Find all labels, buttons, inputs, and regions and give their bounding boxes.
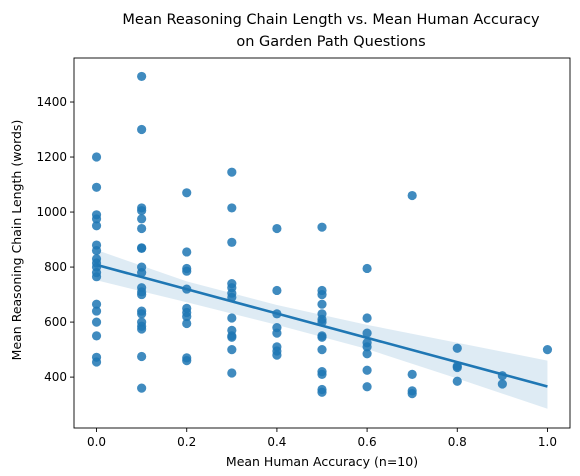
x-tick-label: 0.8 [448,435,467,449]
data-point [272,224,281,233]
data-point [543,345,552,354]
data-point [92,152,101,161]
x-axis-label: Mean Human Accuracy (n=10) [226,454,418,469]
data-point [92,272,101,281]
data-point [137,206,146,215]
data-point [92,306,101,315]
data-point [362,366,371,375]
data-point [137,72,146,81]
y-tick-label: 400 [44,370,67,384]
data-point [227,168,236,177]
x-tick-label: 0.4 [267,435,286,449]
data-point [227,203,236,212]
data-point [317,370,326,379]
data-point [227,333,236,342]
data-point [317,290,326,299]
y-tick-label: 1000 [36,205,67,219]
data-point [362,349,371,358]
data-point [272,351,281,360]
data-point [408,370,417,379]
data-point [317,300,326,309]
data-point [137,324,146,333]
data-point [227,238,236,247]
data-point [362,313,371,322]
data-point [137,309,146,318]
chart-title-line-1: Mean Reasoning Chain Length vs. Mean Hum… [122,12,540,28]
x-tick-label: 0.2 [177,435,196,449]
data-point [137,290,146,299]
data-point [137,384,146,393]
data-point [453,344,462,353]
data-point [317,388,326,397]
data-point [317,333,326,342]
data-point [137,214,146,223]
data-point [137,352,146,361]
data-point [92,317,101,326]
data-point [272,328,281,337]
data-point [362,382,371,391]
y-tick-label: 1400 [36,95,67,109]
data-point [227,368,236,377]
data-point [182,188,191,197]
data-point [92,331,101,340]
data-point [137,224,146,233]
data-point [408,389,417,398]
data-point [92,357,101,366]
x-tick-label: 1.0 [538,435,557,449]
data-point [182,267,191,276]
data-point [137,125,146,134]
x-tick-label: 0.0 [87,435,106,449]
data-point [182,356,191,365]
data-point [408,191,417,200]
y-tick-label: 600 [44,315,67,329]
y-tick-label: 800 [44,260,67,274]
data-point [272,286,281,295]
data-point [227,313,236,322]
x-tick-label: 0.6 [358,435,377,449]
data-point [227,345,236,354]
data-point [317,345,326,354]
data-point [317,223,326,232]
data-point [92,183,101,192]
data-point [453,377,462,386]
data-point [182,247,191,256]
data-point [92,246,101,255]
data-point [498,379,507,388]
y-axis-label: Mean Reasoning Chain Length (words) [9,120,24,361]
y-tick-label: 1200 [36,150,67,164]
data-point [92,221,101,230]
data-point [362,264,371,273]
data-point [182,319,191,328]
data-point [137,244,146,253]
chart-title-line-2: on Garden Path Questions [236,34,425,50]
plot-area: 0.0 0.2 0.4 0.6 0.8 1.0 400 600 800 1000 1200 1400 [36,58,570,449]
